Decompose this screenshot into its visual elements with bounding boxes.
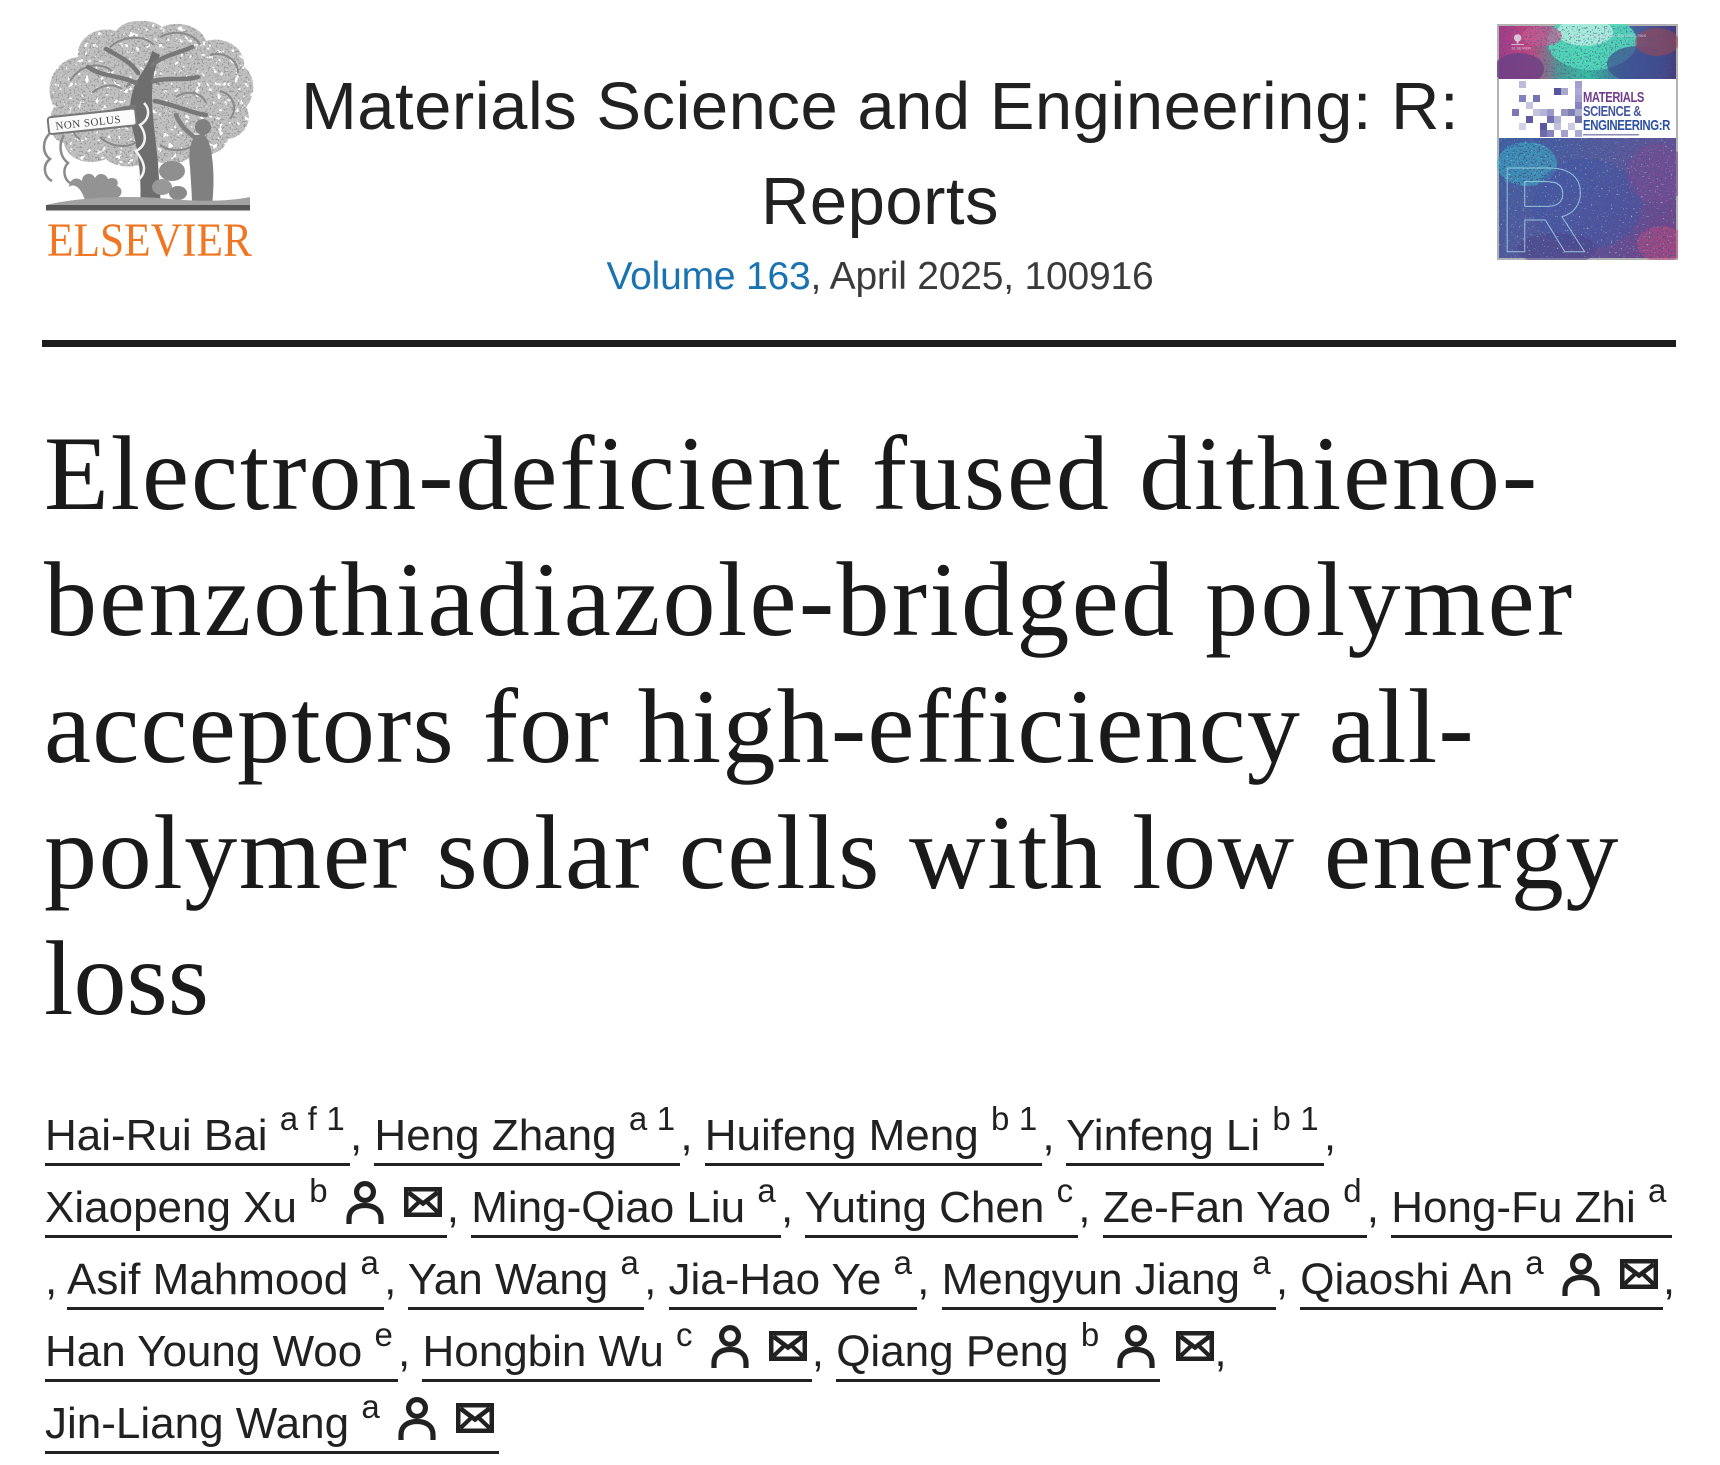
- svg-text:MATERIALS: MATERIALS: [1583, 89, 1644, 106]
- svg-text:Volume 163 January 2025 IS: Volume 163 January 2025 ISSN 0927-796X: [1569, 34, 1647, 38]
- svg-text:SCIENCE &: SCIENCE &: [1583, 103, 1641, 120]
- svg-text:ELSEVIER: ELSEVIER: [1511, 46, 1531, 51]
- svg-text:ENGINEERING:R: ENGINEERING:R: [1583, 117, 1671, 134]
- svg-text:R: R: [1499, 142, 1587, 260]
- svg-text:ELSEVIER: ELSEVIER: [47, 215, 252, 261]
